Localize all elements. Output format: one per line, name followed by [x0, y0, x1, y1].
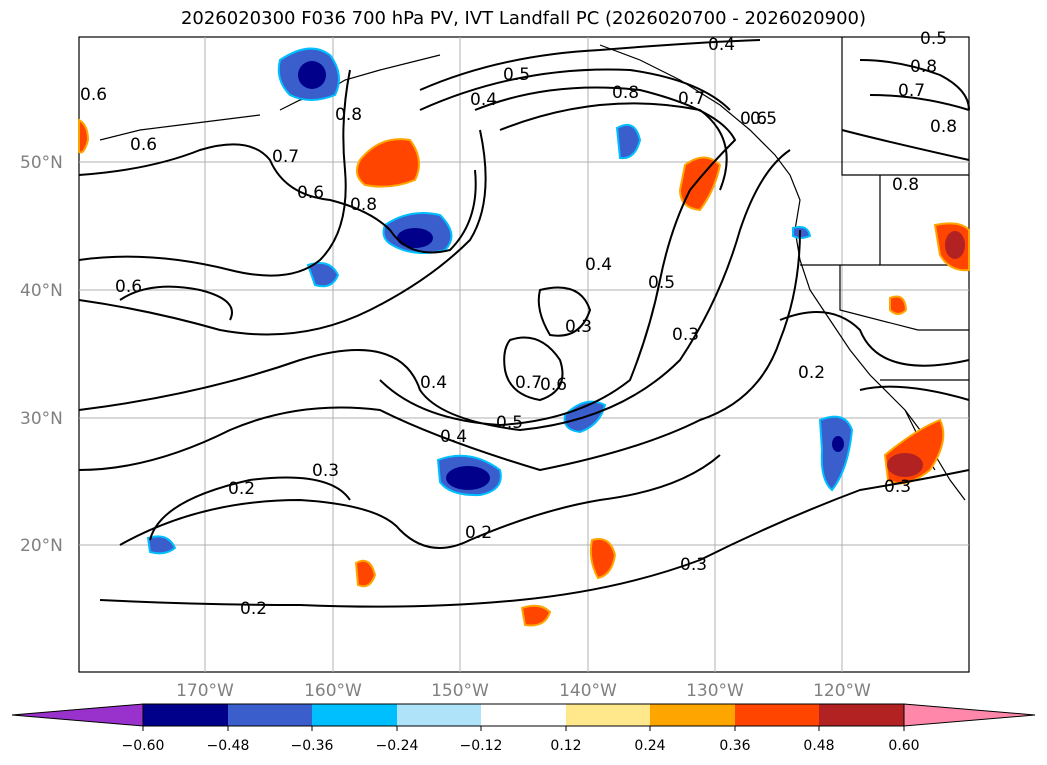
colorbar-tick-label: −0.24 [376, 738, 419, 754]
colorbar-segment [228, 704, 312, 726]
contour-label: 0.4 [420, 373, 447, 393]
colorbar-segment [566, 704, 650, 726]
contour-label: 0.7 [678, 89, 705, 109]
contour-label: 0.4 [470, 90, 497, 110]
colorbar-tick-label: 0.48 [803, 738, 834, 754]
contour-label: 0.8 [335, 105, 362, 125]
colorbar-segment [312, 704, 397, 726]
contour-label: 0.6 [80, 85, 107, 105]
colorbar-segment [481, 704, 566, 726]
pv-contours [78, 39, 970, 608]
contour-label: 0.5 [750, 109, 777, 129]
contour-labels: 0.4 0.5 0.8 0.4 0.5 0.6 0.7 0.8 0.7 0.6 … [80, 29, 957, 619]
colorbar-tick-label: −0.60 [122, 738, 165, 754]
contour-label: 0.3 [565, 317, 592, 337]
contour-label: 0.6 [540, 375, 567, 395]
colorbar-tick-label: −0.48 [207, 738, 250, 754]
contour-label: 0.8 [350, 195, 377, 215]
contour-label: 0.8 [910, 57, 937, 77]
contour-label: 0.5 [648, 273, 675, 293]
lat-label: 40°N [20, 281, 63, 301]
lon-label: 120°W [813, 681, 871, 701]
contour-label: 0.6 [740, 109, 767, 129]
contour-label: 0.2 [240, 599, 267, 619]
lon-label: 140°W [559, 681, 617, 701]
contour-label: 0.2 [465, 523, 492, 543]
lon-label: 160°W [304, 681, 362, 701]
colorbar-extend-low [11, 703, 144, 727]
contour-label: 0.3 [884, 477, 911, 497]
contour-label: 0.7 [898, 81, 925, 101]
lon-label: 150°W [431, 681, 489, 701]
contour-label: 0.7 [515, 373, 542, 393]
contour-label: 0.8 [892, 175, 919, 195]
colorbar-outline [142, 703, 905, 727]
contour-label: 0.6 [115, 277, 142, 297]
contour-label: 0.3 [680, 555, 707, 575]
colorbar-segment [735, 704, 819, 726]
contour-label: 0.7 [272, 147, 299, 167]
colorbar-tick-label: 0.36 [719, 738, 750, 754]
colorbar-tick-label: −0.36 [291, 738, 334, 754]
lat-label: 50°N [20, 153, 63, 173]
lon-label: 170°W [176, 681, 234, 701]
contour-label: 0.8 [930, 117, 957, 137]
contour-label: 0.3 [672, 325, 699, 345]
contour-label: 0.4 [585, 255, 612, 275]
colorbar-tick-label: 0.12 [550, 738, 581, 754]
longitude-labels: 170°W 160°W 150°W 140°W 130°W 120°W [176, 681, 871, 701]
map-title: 2026020300 F036 700 hPa PV, IVT Landfall… [180, 8, 867, 29]
contour-label: 0.2 [228, 479, 255, 499]
lon-label: 130°W [686, 681, 744, 701]
colorbar-segment [650, 704, 735, 726]
contour-label: 0.5 [503, 65, 530, 85]
contour-label: 0.3 [312, 461, 339, 481]
colorbar-tick-label: −0.12 [460, 738, 503, 754]
map-frame [78, 36, 970, 673]
contour-label: 0.2 [798, 363, 825, 383]
lat-label: 20°N [20, 536, 63, 556]
colorbar-tick-label: 0.24 [634, 738, 665, 754]
contour-label: 0.4 [440, 427, 467, 447]
contour-label: 0.5 [920, 29, 947, 49]
colorbar-segment [143, 704, 228, 726]
colorbar-segment [819, 704, 904, 726]
latitude-labels: 50°N 40°N 30°N 20°N [20, 153, 63, 556]
contour-label: 0.6 [297, 183, 324, 203]
contour-label: 0.4 [708, 35, 735, 55]
colorbar-segment [397, 704, 481, 726]
colorbar-tick-label: 0.60 [888, 738, 919, 754]
contour-label: 0.6 [130, 135, 157, 155]
lat-label: 30°N [20, 409, 63, 429]
contour-label: 0.8 [612, 83, 639, 103]
graticule [79, 37, 969, 672]
colorbar: −0.60 −0.48 −0.36 −0.24 −0.12 0.12 0.24 … [11, 703, 1036, 754]
contour-label: 0.5 [496, 413, 523, 433]
colorbar-extend-high [903, 703, 1036, 727]
